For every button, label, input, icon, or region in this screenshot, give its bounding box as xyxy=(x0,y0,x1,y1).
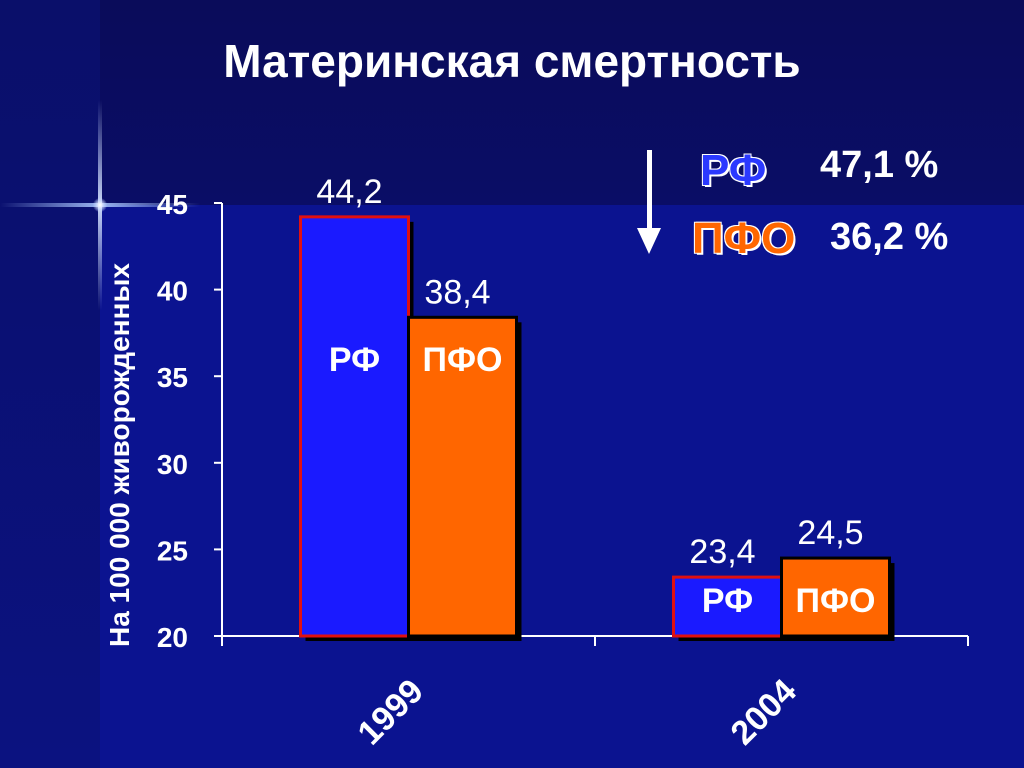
data-label-pfo-2004: 24,5 xyxy=(797,514,863,552)
bar-rf-1999 xyxy=(299,215,410,638)
data-label-pfo-1999: 38,4 xyxy=(424,273,490,311)
down-arrow-head-icon xyxy=(637,228,661,254)
bar-inner-label-rf: РФ xyxy=(329,341,380,379)
legend-pfo-label: ПФО xyxy=(692,214,796,263)
light-flare-center xyxy=(93,198,107,212)
y-tick-label: 25 xyxy=(157,535,188,566)
bar-inner-label-rf: РФ xyxy=(702,582,753,620)
background-top xyxy=(0,0,1024,205)
legend-rf-value: 47,1 % xyxy=(820,144,939,186)
bar-pfo-1999 xyxy=(407,315,518,638)
legend-pfo-value: 36,2 % xyxy=(830,216,949,258)
x-tick-label: 2004 xyxy=(724,672,804,752)
background-main xyxy=(100,205,1024,768)
bar-inner-label-pfo: ПФО xyxy=(796,582,876,620)
data-label-rf-1999: 44,2 xyxy=(316,173,382,211)
y-tick-label: 20 xyxy=(157,622,188,653)
legend-rf-label: РФ xyxy=(700,146,767,195)
page-title: Материнская смертность xyxy=(223,35,801,87)
x-tick-label: 1999 xyxy=(351,672,431,752)
y-tick-label: 35 xyxy=(157,362,188,393)
data-label-rf-2004: 23,4 xyxy=(689,533,755,571)
bar-pfo-2004 xyxy=(780,556,891,638)
background-left xyxy=(0,0,100,768)
down-arrow-icon xyxy=(647,150,652,235)
y-tick-label: 40 xyxy=(157,276,188,307)
bar-inner-label-pfo: ПФО xyxy=(423,341,503,379)
y-tick-label: 45 xyxy=(157,189,188,220)
y-tick-label: 30 xyxy=(157,449,188,480)
